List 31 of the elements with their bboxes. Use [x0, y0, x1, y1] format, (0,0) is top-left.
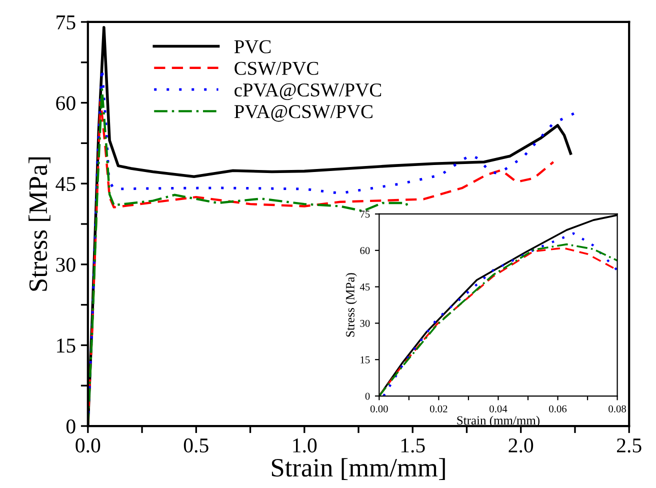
x-tick-label: 1.0	[293, 438, 317, 453]
y-tick-label: 0	[365, 392, 370, 400]
y-tick-label: 60	[56, 96, 76, 110]
y-tick-label: 30	[360, 320, 370, 327]
x-tick-label: 2.0	[508, 438, 534, 453]
x-tick-label: 0.5	[184, 438, 208, 453]
y-tick-label: 15	[360, 356, 370, 364]
legend-label: CSW/PVC	[234, 62, 318, 76]
y-tick-label: 45	[360, 284, 370, 291]
y-tick-label: 75	[56, 16, 76, 30]
y-axis-title: Stress [MPa]	[28, 157, 50, 291]
y-tick-label: 60	[360, 247, 370, 254]
x-tick-label: 0.02	[430, 405, 448, 412]
x-axis-title: Strain (mm/mm)	[457, 416, 540, 428]
x-tick-label: 1.5	[401, 438, 425, 453]
legend-label: PVA@CSW/PVC	[234, 105, 372, 122]
legend-label: PVC	[234, 40, 271, 54]
x-tick-label: 0.08	[608, 405, 626, 412]
y-tick-label: 30	[56, 258, 76, 272]
y-tick-label: 75	[360, 210, 370, 218]
y-axis-title: Stress (MPa)	[346, 273, 357, 337]
legend-label: cPVA@CSW/PVC	[234, 83, 382, 100]
x-tick-label: 0.04	[490, 405, 508, 412]
x-tick-label: 0.06	[549, 405, 567, 412]
x-tick-label: 0.00	[370, 405, 388, 412]
y-tick-label: 0	[66, 419, 76, 434]
x-axis-title: Strain [mm/mm]	[272, 458, 445, 480]
y-tick-label: 15	[57, 338, 76, 353]
x-tick-label: 2.5	[617, 438, 642, 453]
x-tick-label: 0.0	[76, 438, 100, 453]
y-tick-label: 45	[56, 177, 76, 192]
